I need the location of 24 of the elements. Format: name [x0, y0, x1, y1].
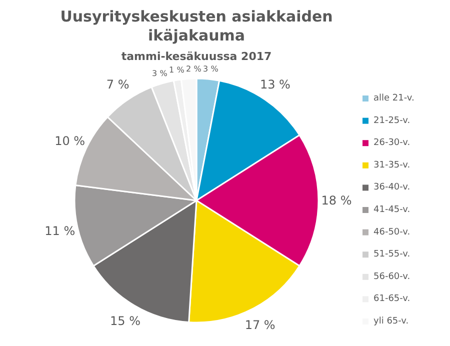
data-label: 13 %	[260, 78, 290, 92]
data-label: 18 %	[321, 194, 352, 208]
legend-label: 26-30-v.	[374, 138, 410, 148]
data-label: 10 %	[54, 134, 86, 148]
legend-label: 31-35-v.	[374, 160, 410, 170]
legend-label: 56-60-v.	[374, 272, 410, 282]
data-label: 7 %	[106, 78, 130, 92]
legend-label: 36-40-v.	[374, 182, 410, 193]
data-label: 15 %	[110, 314, 140, 328]
legend-label: 61-65-v.	[374, 294, 410, 304]
data-label: 2 %	[186, 64, 202, 74]
data-label: 17 %	[244, 318, 276, 332]
legend-label: 41-45-v.	[374, 205, 410, 215]
legend-label: 46-50-v.	[374, 227, 410, 238]
data-label: 1 %	[169, 66, 185, 75]
data-label: 3 %	[152, 69, 168, 78]
data-label: 3 %	[203, 64, 219, 74]
data-label: 11 %	[44, 224, 76, 238]
legend-label: yli 65-v.	[374, 316, 409, 326]
legend-label: alle 21-v.	[374, 94, 414, 104]
legend-label: 51-55-v.	[374, 250, 410, 260]
legend-label: 21-25-v.	[374, 116, 410, 126]
chart-title: Uusyrityskeskusten asiakkaiden ikäjakauma	[60, 8, 333, 44]
chart-subtitle: tammi-kesäkuussa 2017	[121, 50, 272, 63]
